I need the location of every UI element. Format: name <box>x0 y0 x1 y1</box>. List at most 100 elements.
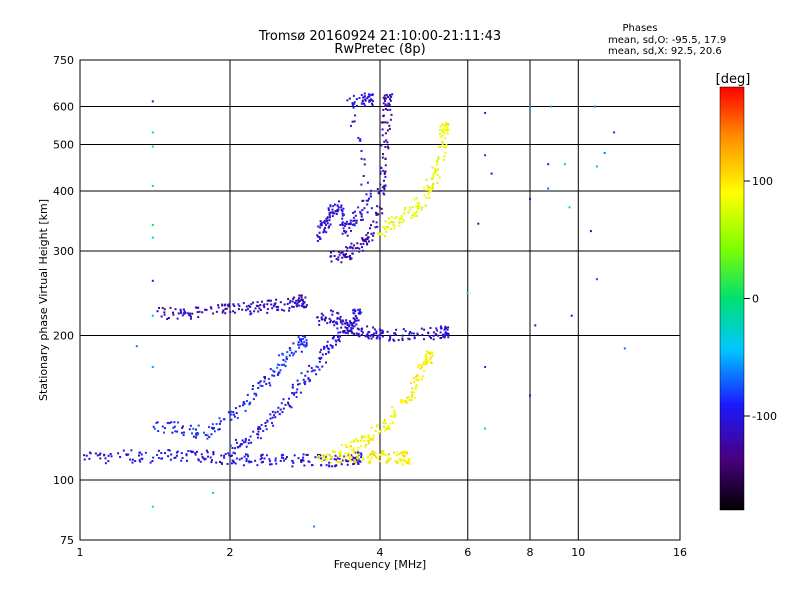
data-point <box>418 364 421 366</box>
data-point <box>151 314 154 317</box>
data-point <box>378 206 381 209</box>
data-point <box>301 459 304 462</box>
data-point <box>340 443 343 446</box>
data-point <box>226 463 229 465</box>
data-point <box>432 331 435 334</box>
data-point <box>341 214 344 217</box>
data-point <box>328 212 331 215</box>
data-point <box>380 144 383 147</box>
data-point <box>208 436 211 438</box>
data-point <box>595 278 598 281</box>
data-point <box>221 311 224 314</box>
data-point <box>401 217 404 220</box>
data-point <box>304 380 307 383</box>
data-point <box>384 228 386 230</box>
data-point <box>245 457 248 460</box>
data-point <box>338 338 340 341</box>
data-point <box>417 378 420 381</box>
data-point <box>127 453 130 456</box>
data-point <box>447 336 450 339</box>
data-point <box>401 463 404 466</box>
data-point <box>363 95 366 98</box>
data-point <box>328 214 331 216</box>
data-point <box>362 175 365 177</box>
data-point <box>334 210 337 213</box>
data-point <box>445 125 448 128</box>
data-point <box>263 306 266 309</box>
data-point <box>405 452 408 455</box>
data-point <box>349 330 352 333</box>
data-point <box>412 206 415 209</box>
data-point <box>230 413 233 416</box>
data-point <box>345 256 347 259</box>
data-point <box>233 461 235 464</box>
data-point <box>252 301 255 304</box>
data-point <box>385 427 388 430</box>
data-point <box>156 454 159 456</box>
data-point <box>182 312 185 315</box>
data-point <box>338 317 341 320</box>
data-point <box>177 421 179 424</box>
data-point <box>279 408 282 411</box>
data-point <box>347 223 350 226</box>
data-point <box>272 305 275 308</box>
data-point <box>257 382 260 385</box>
data-point <box>277 308 280 311</box>
data-point <box>403 208 406 211</box>
data-point <box>297 301 300 303</box>
data-point <box>388 104 391 107</box>
data-point <box>321 353 324 356</box>
data-point <box>341 217 344 220</box>
data-point <box>388 124 391 127</box>
data-point <box>343 253 346 256</box>
data-point <box>383 179 385 182</box>
data-point <box>175 454 178 457</box>
data-point <box>241 443 243 446</box>
data-point <box>389 118 392 121</box>
data-point <box>363 92 366 95</box>
data-point <box>365 334 368 337</box>
data-point <box>443 336 446 339</box>
data-point <box>363 239 366 242</box>
data-point <box>195 428 197 431</box>
data-point <box>361 246 363 249</box>
data-point <box>387 147 390 150</box>
data-point <box>392 221 395 223</box>
data-point <box>378 460 381 463</box>
data-point <box>331 449 334 452</box>
data-point <box>335 321 338 324</box>
data-point <box>304 383 306 386</box>
data-point <box>326 453 329 456</box>
data-point <box>246 453 249 456</box>
data-point <box>358 250 361 253</box>
data-point <box>325 464 328 467</box>
data-point <box>260 454 263 457</box>
data-point <box>335 213 338 215</box>
data-point <box>223 418 226 421</box>
data-point <box>316 366 319 369</box>
data-point <box>304 296 307 299</box>
data-point <box>144 451 147 454</box>
data-point <box>390 113 393 116</box>
data-point <box>345 230 348 233</box>
data-point <box>413 381 416 384</box>
data-point <box>365 193 368 196</box>
data-point <box>323 454 326 457</box>
data-point <box>322 458 325 461</box>
data-point <box>281 411 284 414</box>
data-point <box>393 409 396 412</box>
data-point <box>380 121 383 124</box>
data-point <box>325 231 328 234</box>
data-point <box>391 216 393 219</box>
data-point <box>440 337 442 339</box>
data-point <box>235 457 238 460</box>
data-point <box>281 308 283 311</box>
data-point <box>269 460 272 463</box>
data-point <box>417 365 420 368</box>
data-point <box>353 460 356 463</box>
data-point <box>103 453 106 456</box>
data-point <box>223 454 226 457</box>
data-point <box>384 108 387 110</box>
data-point <box>285 355 288 358</box>
data-point <box>444 334 446 337</box>
